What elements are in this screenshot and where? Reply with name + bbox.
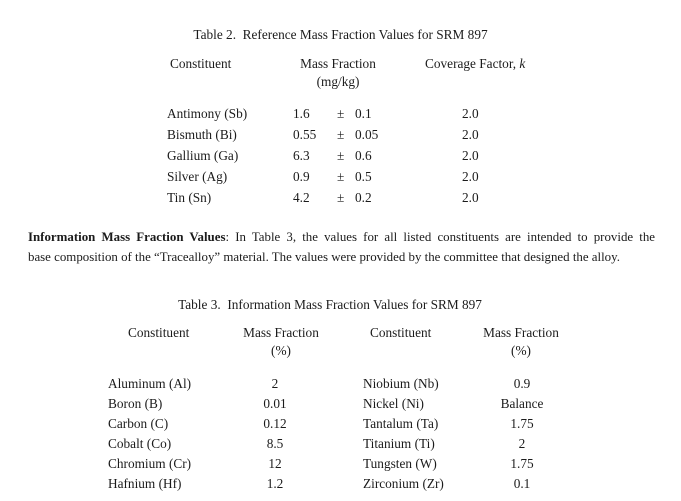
value-cell: 8.5: [266, 436, 284, 451]
constituent-cell: Antimony (Sb): [167, 106, 248, 121]
table3-left-header-mass-fraction: Mass Fraction: [243, 325, 319, 340]
uncertainty-cell: 0.2: [355, 190, 372, 205]
value-cell: 2: [271, 376, 279, 391]
table3-left-header-unit: (%): [271, 343, 291, 358]
constituent-cell: Zirconium (Zr): [363, 476, 444, 491]
table-row: Tantalum (Ta) 1.75: [363, 414, 559, 434]
plus-minus-symbol: ±: [337, 106, 345, 121]
table2-header-coverage-factor: Coverage Factor, k: [425, 55, 525, 72]
constituent-cell: Hafnium (Hf): [108, 476, 182, 491]
uncertainty-cell: 0.5: [355, 169, 372, 184]
paragraph-line-1-rest: : In Table 3, the values for all listed …: [225, 230, 655, 244]
table-row: Chromium (Cr) 12: [108, 454, 310, 474]
table-row: Zirconium (Zr) 0.1: [363, 474, 559, 494]
table2-header-mass-fraction: Mass Fraction: [300, 56, 376, 71]
table-row: Gallium (Ga) 6.3 ± 0.6 2.0: [167, 145, 512, 166]
value-cell: 0.55: [293, 127, 317, 142]
value-cell: 0.12: [263, 416, 287, 431]
constituent-cell: Niobium (Nb): [363, 376, 439, 391]
table3-title: Table 3. Information Mass Fraction Value…: [178, 297, 482, 312]
constituent-cell: Nickel (Ni): [363, 396, 424, 411]
value-cell: 0.9: [293, 169, 310, 184]
table-row: Titanium (Ti) 2: [363, 434, 559, 454]
coverage-cell: 2.0: [462, 190, 479, 205]
table2-title: Table 2. Reference Mass Fraction Values …: [193, 27, 488, 42]
value-cell: 1.75: [510, 456, 534, 471]
table3-left-header-constituent: Constituent: [128, 325, 190, 340]
table-row: Silver (Ag) 0.9 ± 0.5 2.0: [167, 166, 512, 187]
table-row: Carbon (C) 0.12: [108, 414, 310, 434]
constituent-cell: Titanium (Ti): [363, 436, 435, 451]
table-row: Niobium (Nb) 0.9: [363, 374, 559, 394]
paragraph-line-1: Information Mass Fraction Values: In Tab…: [28, 228, 655, 248]
constituent-cell: Bismuth (Bi): [167, 127, 237, 142]
plus-minus-symbol: ±: [337, 127, 345, 142]
value-cell: 12: [268, 456, 282, 471]
value-cell: 1.2: [266, 476, 284, 491]
coverage-cell: 2.0: [462, 127, 479, 142]
constituent-cell: Aluminum (Al): [108, 376, 192, 391]
coverage-factor-label: Coverage Factor,: [425, 56, 520, 71]
constituent-cell: Silver (Ag): [167, 169, 228, 184]
constituent-cell: Gallium (Ga): [167, 148, 239, 163]
coverage-cell: 2.0: [462, 106, 479, 121]
value-cell: 6.3: [293, 148, 310, 163]
value-cell: Balance: [500, 396, 544, 411]
constituent-cell: Boron (B): [108, 396, 163, 411]
coverage-cell: 2.0: [462, 148, 479, 163]
value-cell: 0.9: [513, 376, 531, 391]
table2: Antimony (Sb) 1.6 ± 0.1 2.0 Bismuth (Bi)…: [167, 103, 512, 208]
plus-minus-symbol: ±: [337, 190, 345, 205]
table-row: Bismuth (Bi) 0.55 ± 0.05 2.0: [167, 124, 512, 145]
table-row: Tungsten (W) 1.75: [363, 454, 559, 474]
table-row: Tin (Sn) 4.2 ± 0.2 2.0: [167, 187, 512, 208]
intro-paragraph: Information Mass Fraction Values: In Tab…: [28, 228, 655, 267]
coverage-factor-k-symbol: k: [519, 56, 526, 71]
table-row: Antimony (Sb) 1.6 ± 0.1 2.0: [167, 103, 512, 124]
paragraph-bold-lead: Information Mass Fraction Values: [28, 230, 226, 244]
value-cell: 0.01: [263, 396, 287, 411]
constituent-cell: Tantalum (Ta): [363, 416, 439, 431]
table2-header-constituent: Constituent: [170, 56, 232, 71]
table-row: Cobalt (Co) 8.5: [108, 434, 310, 454]
value-cell: 1.75: [510, 416, 534, 431]
table-row: Nickel (Ni) Balance: [363, 394, 559, 414]
constituent-cell: Cobalt (Co): [108, 436, 172, 451]
constituent-cell: Tin (Sn): [167, 190, 212, 205]
value-cell: 1.6: [293, 106, 310, 121]
value-cell: 0.1: [513, 476, 531, 491]
value-cell: 2: [518, 436, 526, 451]
table-row: Boron (B) 0.01: [108, 394, 310, 414]
table3-right-column: Niobium (Nb) 0.9 Nickel (Ni) Balance Tan…: [363, 374, 559, 494]
paragraph-line-2: base composition of the “Tracealloy” mat…: [28, 249, 620, 264]
constituent-cell: Chromium (Cr): [108, 456, 192, 471]
value-cell: 4.2: [293, 190, 310, 205]
table3-right-header-constituent: Constituent: [370, 325, 432, 340]
uncertainty-cell: 0.6: [355, 148, 372, 163]
uncertainty-cell: 0.1: [355, 106, 372, 121]
table2-header-unit: (mg/kg): [316, 74, 360, 89]
coverage-cell: 2.0: [462, 169, 479, 184]
table-row: Hafnium (Hf) 1.2: [108, 474, 310, 494]
table3-right-header-unit: (%): [511, 343, 531, 358]
table3-right-header-mass-fraction: Mass Fraction: [483, 325, 559, 340]
plus-minus-symbol: ±: [337, 169, 345, 184]
table-row: Aluminum (Al) 2: [108, 374, 310, 394]
table3-left-column: Aluminum (Al) 2 Boron (B) 0.01 Carbon (C…: [108, 374, 310, 494]
plus-minus-symbol: ±: [337, 148, 345, 163]
uncertainty-cell: 0.05: [355, 127, 379, 142]
constituent-cell: Tungsten (W): [363, 456, 437, 471]
constituent-cell: Carbon (C): [108, 416, 169, 431]
